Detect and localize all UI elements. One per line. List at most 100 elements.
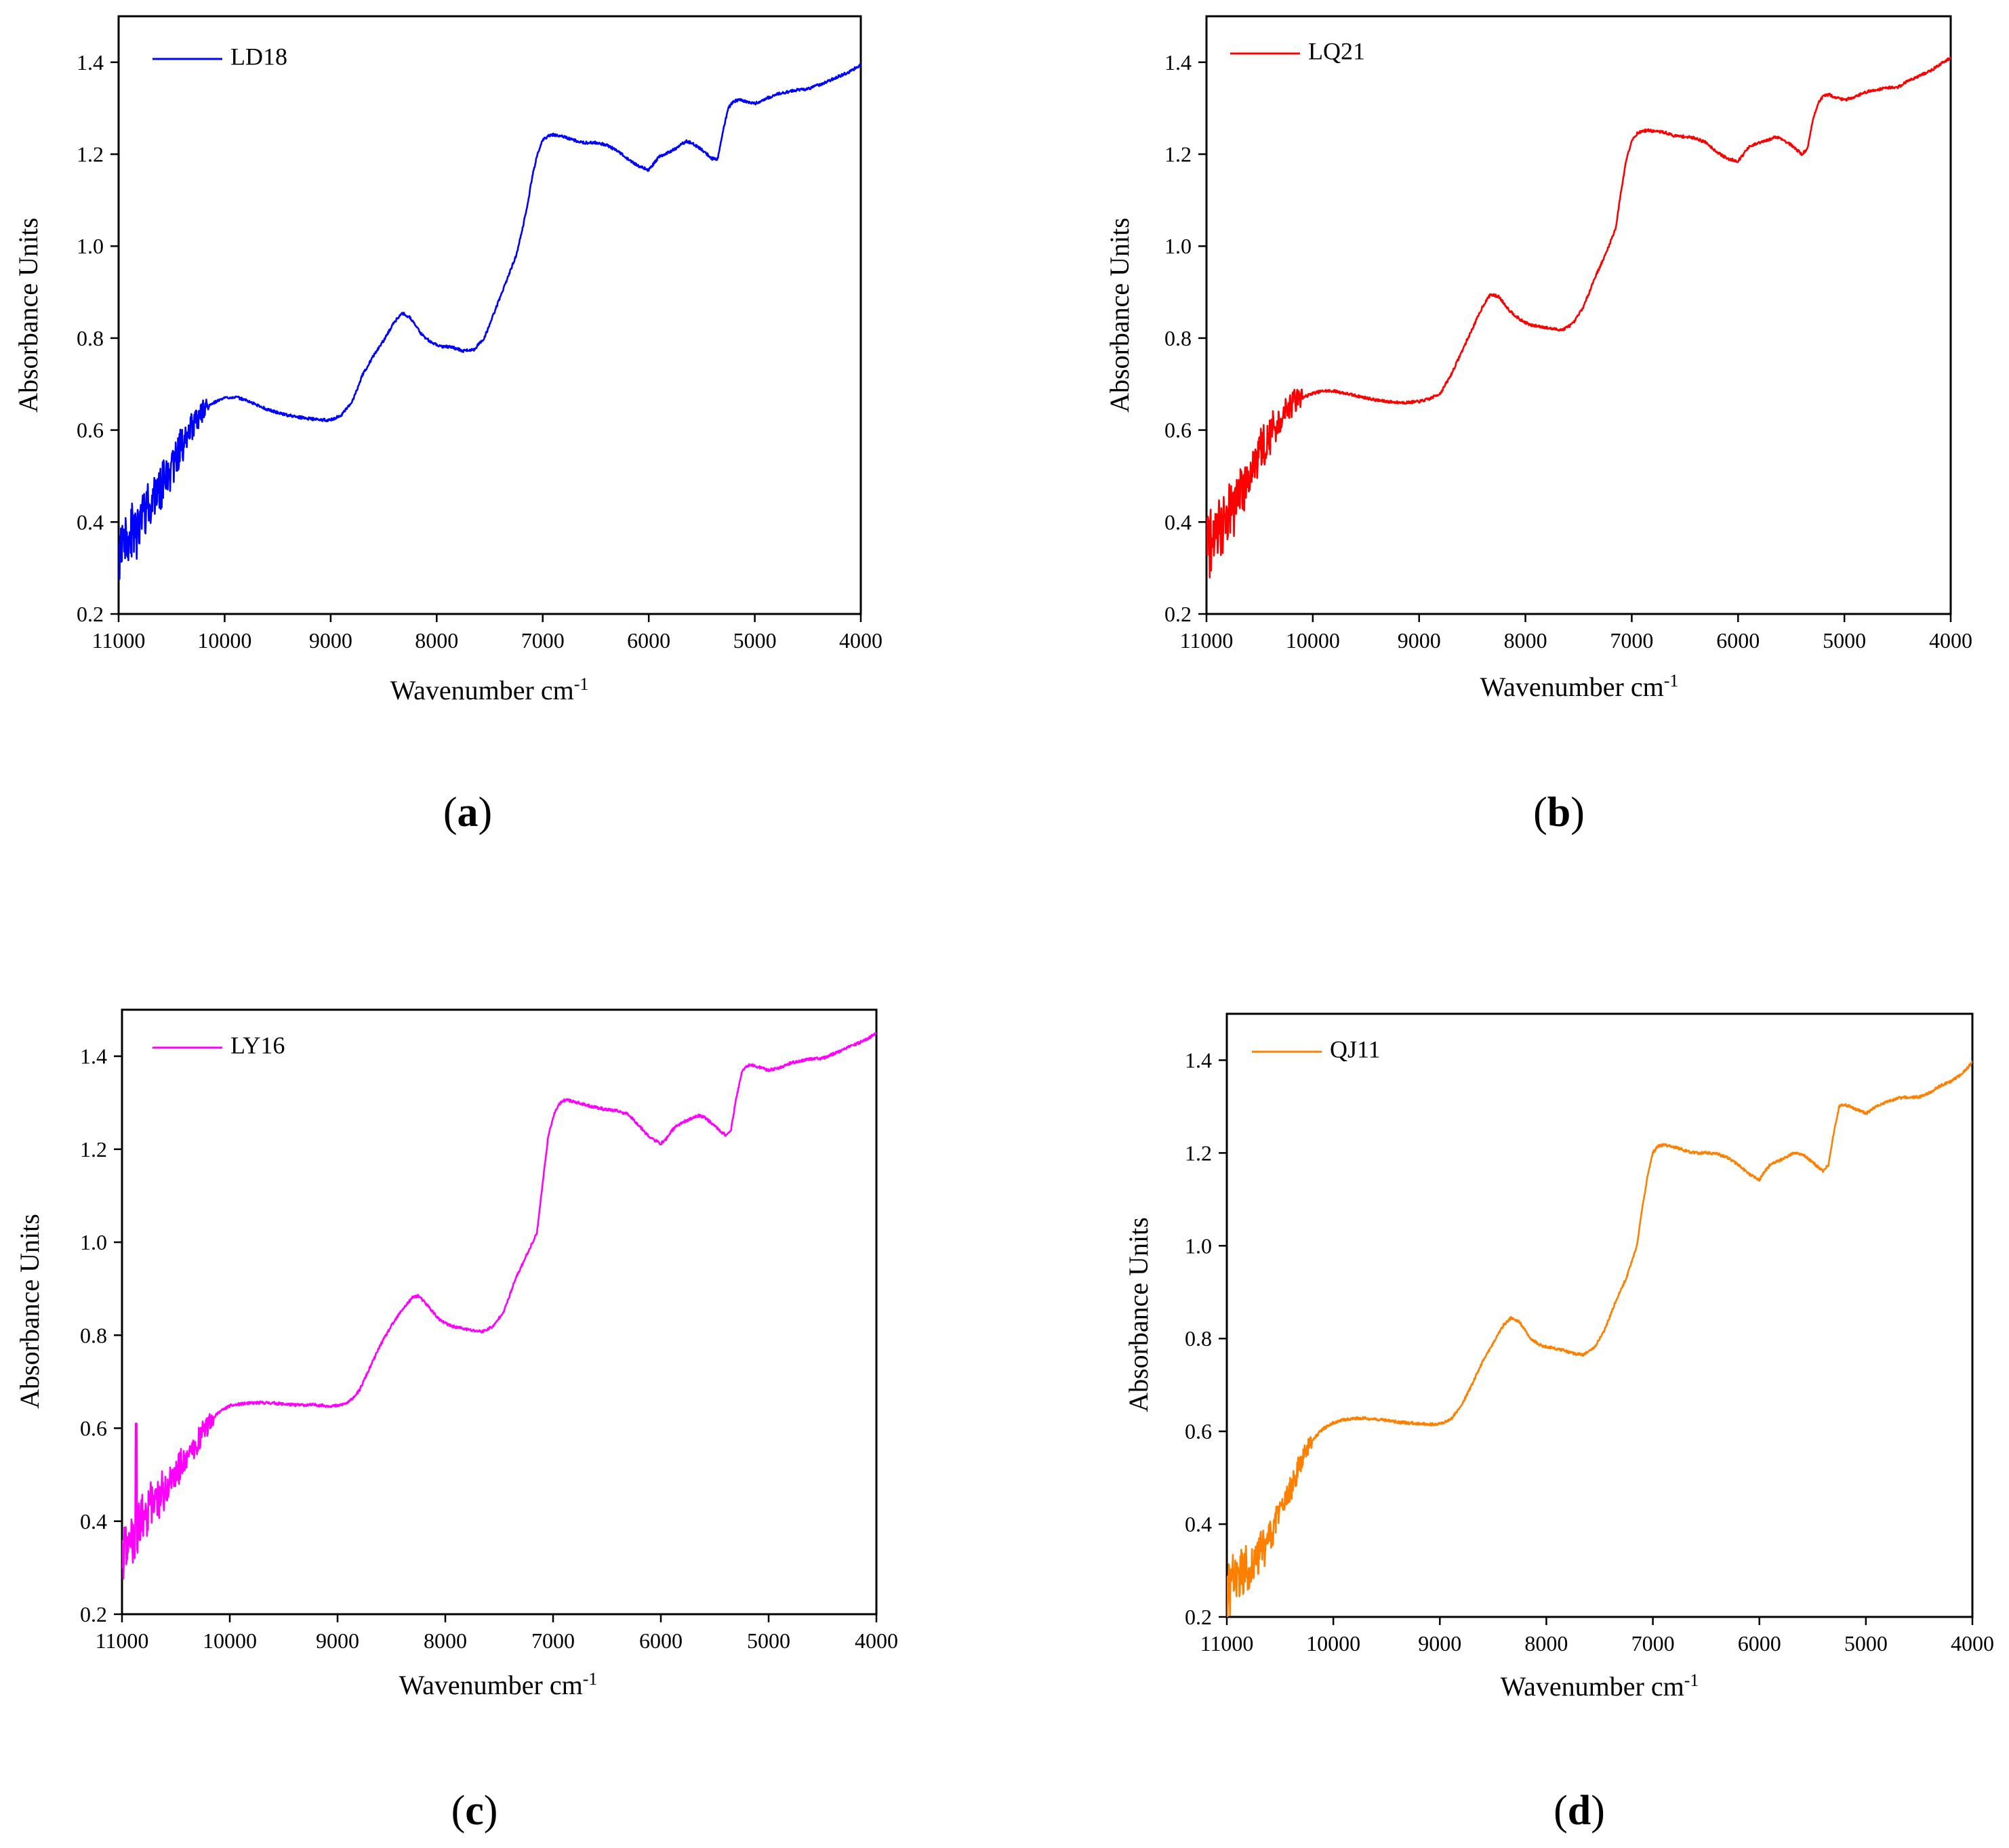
panel-label-close-paren: ): [479, 789, 493, 836]
y-tick-label: 0.2: [77, 602, 104, 626]
y-tick-label: 0.2: [1185, 1605, 1212, 1629]
panel-label-a: (a): [443, 789, 492, 836]
x-tick-label: 9000: [1398, 628, 1441, 653]
x-tick-label: 10000: [1306, 1631, 1360, 1656]
x-axis-title-superscript: -1: [1684, 1670, 1699, 1690]
y-tick-label: 0.4: [80, 1509, 107, 1534]
legend-label: LY16: [230, 1031, 285, 1059]
x-tick-label: 5000: [733, 628, 777, 653]
panel-label-open-paren: (: [1554, 1788, 1568, 1834]
legend-label: LQ21: [1308, 37, 1365, 64]
plot-frame: [1205, 15, 1952, 615]
y-tick-label: 0.6: [77, 418, 104, 443]
y-axis-title: Absorbance Units: [13, 218, 43, 413]
y-axis-title: Absorbance Units: [1123, 1217, 1154, 1412]
y-tick-label: 0.4: [1164, 510, 1192, 534]
y-tick-label: 1.0: [80, 1230, 107, 1254]
plot-frame: [1225, 1012, 1974, 1618]
y-tick-label: 1.4: [1164, 50, 1192, 75]
x-tick-label: 5000: [747, 1628, 790, 1653]
x-axis-title-text: Wavenumber cm: [1480, 672, 1664, 702]
x-tick-label: 4000: [1951, 1631, 1994, 1656]
y-tick-label: 0.6: [80, 1416, 107, 1441]
y-tick-label: 0.8: [1164, 326, 1192, 350]
y-tick-label: 0.8: [1185, 1326, 1212, 1351]
x-tick-label: 7000: [531, 1628, 575, 1653]
y-axis-title: Absorbance Units: [1104, 218, 1135, 413]
y-tick-label: 0.6: [1185, 1419, 1212, 1443]
x-tick-label: 7000: [1610, 628, 1653, 653]
panel-label-c: (c): [451, 1788, 498, 1834]
panel-label-d: (d): [1554, 1788, 1605, 1834]
plot-frame: [117, 15, 862, 615]
y-tick-label: 1.2: [77, 142, 104, 167]
chart-panel-b: 11000 10000 9000 8000 7000 6000 5000 4000 0.2 0.4…: [1104, 15, 1972, 836]
y-tick-label: 1.0: [1185, 1233, 1212, 1258]
y-tick-label: 1.0: [1164, 234, 1192, 258]
y-tick-label: 1.2: [1185, 1141, 1212, 1165]
y-tick-label: 0.6: [1164, 418, 1192, 443]
x-tick-label: 10000: [1286, 628, 1340, 653]
x-tick-label: 4000: [839, 628, 882, 653]
x-axis-title: Wavenumber cm-1: [1480, 671, 1679, 702]
chart-area: 11000 10000 9000 8000 7000 6000 5000 4000 0.2 0.4…: [1185, 1012, 1994, 1656]
x-tick-label: 6000: [627, 628, 670, 653]
y-tick-label: 1.0: [77, 234, 104, 258]
panel-label-close-paren: ): [484, 1788, 498, 1834]
y-tick-label: 0.4: [1185, 1512, 1212, 1536]
plot-frame: [121, 1008, 878, 1616]
chart-panel-c: 11000 10000 9000 8000 7000 6000 5000 4000 0.2 0.4…: [14, 1008, 898, 1834]
series-line: [119, 62, 861, 580]
series-line: [1227, 1061, 1972, 1617]
panel-label-open-paren: (: [1533, 789, 1547, 836]
y-tick-label: 1.4: [77, 50, 104, 75]
x-axis-title-text: Wavenumber cm: [390, 675, 574, 705]
chart-panel-d: 11000 10000 9000 8000 7000 6000 5000 4000 0.2 0.4…: [1123, 1012, 1994, 1834]
x-tick-label: 9000: [309, 628, 352, 653]
series-line: [1206, 56, 1951, 579]
x-tick-label: 5000: [1844, 1631, 1888, 1656]
x-tick-label: 10000: [203, 1628, 257, 1653]
panel-label-letter: d: [1568, 1788, 1591, 1834]
panel-label-open-paren: (: [451, 1788, 466, 1834]
panel-label-letter: c: [465, 1788, 484, 1834]
y-tick-label: 0.4: [77, 510, 104, 534]
x-tick-label: 11000: [92, 628, 146, 653]
panel-label-close-paren: ): [1570, 789, 1585, 836]
x-axis-title-superscript: -1: [583, 1669, 598, 1689]
x-tick-label: 7000: [521, 628, 565, 653]
y-tick-label: 0.2: [80, 1602, 107, 1626]
x-axis-title: Wavenumber cm-1: [399, 1669, 598, 1700]
panel-label-open-paren: (: [443, 789, 458, 836]
x-axis-title: Wavenumber cm-1: [1501, 1670, 1699, 1702]
panel-label-close-paren: ): [1591, 1788, 1605, 1834]
y-tick-label: 1.2: [1164, 142, 1192, 167]
x-tick-label: 6000: [639, 1628, 683, 1653]
y-tick-label: 1.2: [80, 1137, 107, 1162]
chart-area: 11000 10000 9000 8000 7000 6000 5000 4000 0.2 0.4…: [80, 1008, 898, 1653]
x-axis-title: Wavenumber cm-1: [390, 674, 589, 705]
x-tick-label: 11000: [1200, 1631, 1254, 1656]
x-tick-label: 4000: [855, 1628, 898, 1653]
chart-panel-a: 11000 10000 9000 8000 7000 6000 5000 4000 0.2 0.4…: [13, 15, 882, 836]
panel-label-letter: a: [458, 789, 479, 836]
x-tick-label: 10000: [197, 628, 251, 653]
series-line: [122, 1032, 876, 1580]
x-tick-label: 9000: [316, 1628, 359, 1653]
x-tick-label: 8000: [424, 1628, 467, 1653]
chart-area: 11000 10000 9000 8000 7000 6000 5000 4000 0.2 0.4…: [77, 15, 882, 653]
y-tick-label: 1.4: [80, 1044, 107, 1069]
legend-label: QJ11: [1330, 1035, 1381, 1063]
x-axis-title-text: Wavenumber cm: [399, 1670, 583, 1700]
x-axis-title-superscript: -1: [574, 674, 589, 694]
x-tick-label: 9000: [1418, 1631, 1461, 1656]
x-tick-label: 5000: [1823, 628, 1866, 653]
x-tick-label: 6000: [1738, 1631, 1781, 1656]
x-axis-title-superscript: -1: [1664, 671, 1679, 691]
x-tick-label: 8000: [1504, 628, 1547, 653]
panel-label-b: (b): [1533, 789, 1585, 836]
y-tick-label: 0.8: [77, 326, 104, 350]
x-tick-label: 4000: [1929, 628, 1972, 653]
x-tick-label: 7000: [1631, 1631, 1675, 1656]
